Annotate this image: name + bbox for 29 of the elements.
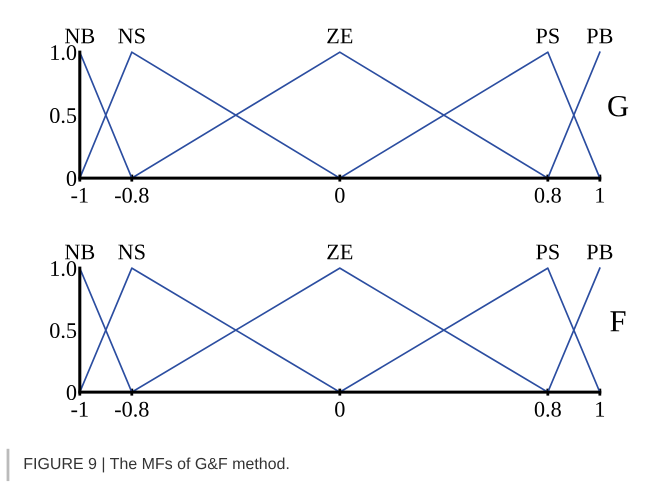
series-label: PB [586, 28, 612, 44]
x-tick-label: 0 [335, 188, 345, 203]
series-label: ZE [327, 28, 352, 44]
x-tick-label: -0.8 [115, 402, 149, 417]
series-label: PS [536, 244, 559, 260]
series-label: PS [536, 28, 559, 44]
caption: FIGURE 9 | The MFs of G&F method. [24, 457, 288, 472]
y-tick-label: 0 [66, 171, 76, 186]
y-tick-label: 0 [66, 385, 76, 400]
x-tick-label: 0.8 [534, 188, 561, 203]
series-label: NS [118, 244, 145, 260]
x-tick-label: -1 [71, 402, 88, 417]
series-label: PB [586, 244, 612, 260]
y-tick-label: 0.5 [50, 323, 76, 338]
x-tick-label: 1 [596, 402, 604, 417]
x-tick-label: 0 [335, 402, 345, 417]
text: F [610, 311, 626, 332]
text: G [608, 96, 628, 116]
x-tick-label: -0.8 [115, 188, 149, 203]
series-label: ZE [327, 244, 352, 260]
y-tick-label: 1.0 [51, 261, 76, 276]
series-label: NB [65, 28, 94, 44]
series-label: NS [118, 28, 145, 44]
series-label: NB [65, 244, 94, 260]
y-tick-label: 0.5 [50, 108, 76, 124]
y-tick-label: 1.0 [51, 45, 76, 60]
x-tick-label: -1 [71, 188, 88, 203]
x-tick-label: 0.8 [534, 402, 561, 417]
x-tick-label: 1 [596, 188, 604, 203]
